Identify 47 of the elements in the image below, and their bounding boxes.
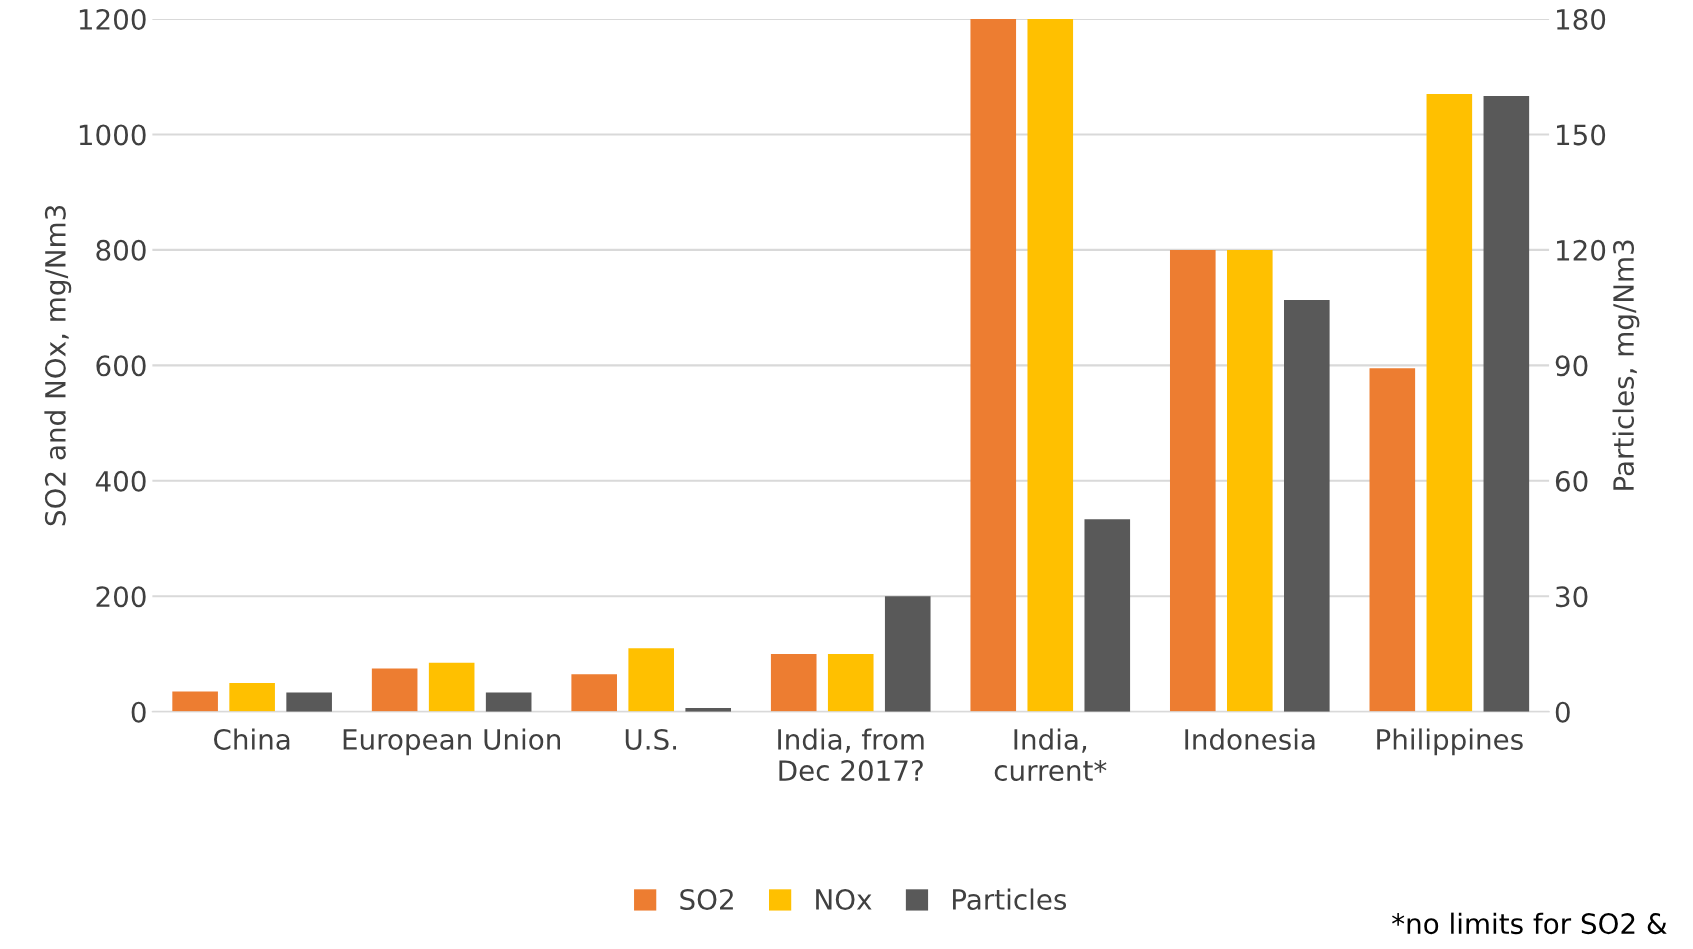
y-axis-title: SO2 and NOx, mg/Nm3 [44, 205, 72, 526]
y2-tick-label: 150 [1557, 124, 1606, 146]
x-tick-label: India, current* [994, 728, 1107, 782]
legend-label: SO2 [680, 888, 733, 910]
bar [571, 674, 617, 712]
x-tick-label: Indonesia [1185, 728, 1315, 750]
y-tick-label: 1200 [79, 8, 146, 30]
bar [884, 596, 931, 712]
bar [1369, 368, 1416, 712]
bar [1027, 18, 1074, 712]
x-tick-label: India, from Dec 2017? [778, 728, 924, 782]
x-tick-label: China [214, 728, 290, 750]
bar [172, 691, 218, 712]
bar [485, 692, 532, 712]
y2-axis-title: Particles, mg/Nm3 [1612, 240, 1640, 490]
bar [970, 18, 1017, 712]
y-tick-label: 400 [95, 470, 146, 492]
y2-tick-label: 0 [1555, 701, 1570, 723]
y2-tick-label: 180 [1557, 8, 1606, 30]
legend-label: Particles [953, 888, 1067, 910]
bar [286, 692, 332, 712]
bar [1483, 95, 1530, 712]
x-tick-label: U.S. [625, 728, 677, 750]
bar [1084, 519, 1131, 712]
bar [229, 682, 275, 712]
bar [628, 648, 674, 712]
bar [770, 654, 817, 712]
legend-label: NOx [816, 888, 872, 910]
y2-tick-label: 30 [1556, 586, 1588, 608]
bar [827, 654, 874, 712]
y2-tick-label: 90 [1555, 355, 1588, 377]
y-tick-label: 200 [96, 586, 146, 608]
x-tick-label: European Union [343, 728, 560, 756]
y-tick-label: 0 [131, 701, 146, 723]
text: *no limits for SO2 & [1392, 912, 1667, 935]
bar [1169, 249, 1216, 712]
bar [1284, 299, 1330, 712]
bar [371, 668, 418, 712]
y-tick-label: 1000 [79, 124, 146, 146]
y-tick-label: 600 [96, 355, 146, 377]
bar [428, 662, 475, 712]
bar [1226, 249, 1273, 712]
x-tick-label: Philippines [1377, 728, 1523, 756]
y-tick-label: 800 [96, 239, 146, 261]
y2-tick-label: 120 [1557, 239, 1606, 261]
bar [1426, 94, 1473, 712]
y2-tick-label: 60 [1555, 470, 1588, 492]
